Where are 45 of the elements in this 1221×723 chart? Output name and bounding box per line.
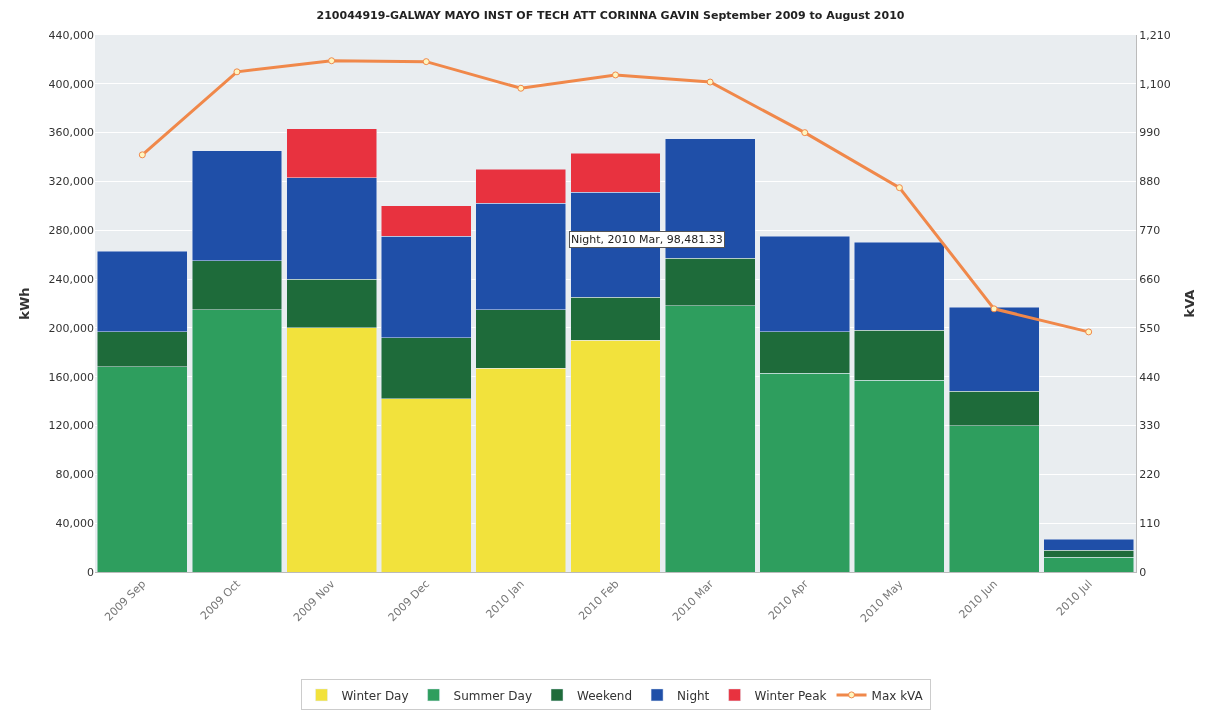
- point: [422, 58, 430, 66]
- point: [517, 84, 525, 92]
- y2-axis-title: kVA: [1182, 289, 1198, 318]
- y-tick-label: 360,000: [48, 126, 94, 140]
- y2-tick-label: 660: [1139, 272, 1161, 286]
- y-tick-label: 80,000: [55, 468, 94, 482]
- y2-tick-label: 880: [1139, 175, 1161, 189]
- legend-label: Max kVA: [871, 688, 924, 703]
- y-tick-label: 160,000: [48, 370, 94, 384]
- point: [801, 129, 809, 137]
- annotation: Night, 2010 Mar, 98,481.33: [571, 233, 723, 246]
- legend-label: Winter Day: [341, 688, 409, 703]
- y-tick-label: 240,000: [48, 272, 94, 286]
- y2-tick-label: 770: [1139, 224, 1161, 238]
- y-tick-label: 40,000: [55, 517, 94, 531]
- point: [138, 151, 146, 159]
- point: [328, 57, 336, 65]
- point: [1085, 328, 1093, 336]
- y-tick-label: 200,000: [48, 321, 94, 335]
- point: [233, 68, 241, 76]
- point: [706, 78, 714, 86]
- y2-tick-label: 550: [1139, 321, 1161, 335]
- legend-label: Summer Day: [453, 688, 533, 703]
- y2-tick-label: 330: [1139, 419, 1161, 433]
- y-tick-label: 320,000: [48, 175, 94, 189]
- legend-label: Winter Peak: [754, 688, 827, 703]
- y2-tick-label: 990: [1139, 126, 1161, 140]
- y2-tick-label: 220: [1139, 468, 1161, 482]
- legend-label: Night: [677, 688, 710, 703]
- y-tick-label: 440,000: [48, 28, 94, 42]
- y2-tick-label: 440: [1139, 370, 1161, 384]
- point: [990, 305, 998, 313]
- y2-tick-label: 0: [1139, 565, 1147, 579]
- y-axis-title: kWh: [17, 287, 33, 320]
- y-tick-label: 120,000: [48, 419, 94, 433]
- point: [895, 184, 903, 192]
- chart-title: 210044919-GALWAY MAYO INST OF TECH ATT CORINNA GAVIN September 2009 to August 2010: [316, 8, 905, 22]
- point: [612, 71, 619, 79]
- y-tick-label: 0: [87, 565, 94, 579]
- y2-tick-label: 1,210: [1139, 28, 1171, 42]
- y-tick-label: 280,000: [48, 224, 94, 238]
- y2-tick-label: 110: [1139, 517, 1161, 531]
- y2-tick-label: 1,100: [1139, 77, 1171, 91]
- y-tick-label: 400,000: [48, 77, 94, 91]
- legend-label: Weekend: [577, 688, 633, 703]
